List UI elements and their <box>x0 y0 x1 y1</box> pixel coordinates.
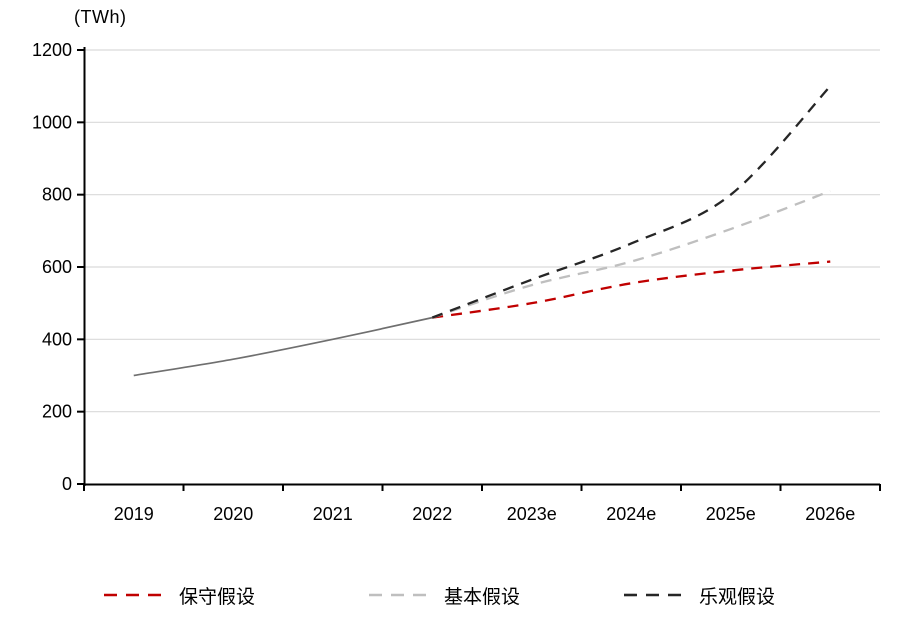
x-axis-tick-label: 2024e <box>606 504 656 524</box>
x-axis-tick-label: 2023e <box>507 504 557 524</box>
x-axis-tick-label: 2025e <box>706 504 756 524</box>
x-axis-tick-label: 2021 <box>313 504 353 524</box>
line-chart-canvas: 0 200 400 600 800 1000 1200 2019 2020 2021 2022 202… <box>32 40 881 524</box>
legend-swatch-dashed-line-red <box>104 593 166 597</box>
y-axis-tick-label: 800 <box>42 185 72 205</box>
x-axis-tick-label: 2020 <box>213 504 253 524</box>
y-axis-tick-label: 400 <box>42 329 72 349</box>
series-line-conservative <box>432 260 831 319</box>
x-axis-tick-label: 2022 <box>412 504 452 524</box>
x-axis-tick-label: 2026e <box>805 504 855 524</box>
legend-swatch-dashed-line-gray <box>369 593 431 597</box>
y-axis-tick-label: 200 <box>42 402 72 422</box>
legend-swatch-dashed-line-black <box>624 593 686 597</box>
x-axis-tick-label: 2019 <box>114 504 154 524</box>
legend-label-conservative: 保守假设 <box>179 586 256 608</box>
legend-item-optimistic: 乐观假设 <box>624 582 775 608</box>
legend-item-base: 基本假设 <box>369 582 520 608</box>
legend-label-base: 基本假设 <box>444 586 521 608</box>
y-axis-tick-label: 1000 <box>32 112 72 132</box>
legend-label-optimistic: 乐观假设 <box>699 586 776 608</box>
series-line-optimistic <box>431 85 832 319</box>
y-axis-tick-label: 0 <box>62 474 72 494</box>
series-line-base <box>431 189 831 319</box>
legend-item-conservative: 保守假设 <box>104 582 255 608</box>
y-axis-tick-label: 1200 <box>32 40 72 60</box>
y-axis-unit-label: (TWh) <box>74 7 127 27</box>
legend: 保守假设 基本假设 乐观假设 <box>0 582 900 616</box>
y-axis-tick-label: 600 <box>42 257 72 277</box>
series-line-historical-actual <box>133 316 433 377</box>
